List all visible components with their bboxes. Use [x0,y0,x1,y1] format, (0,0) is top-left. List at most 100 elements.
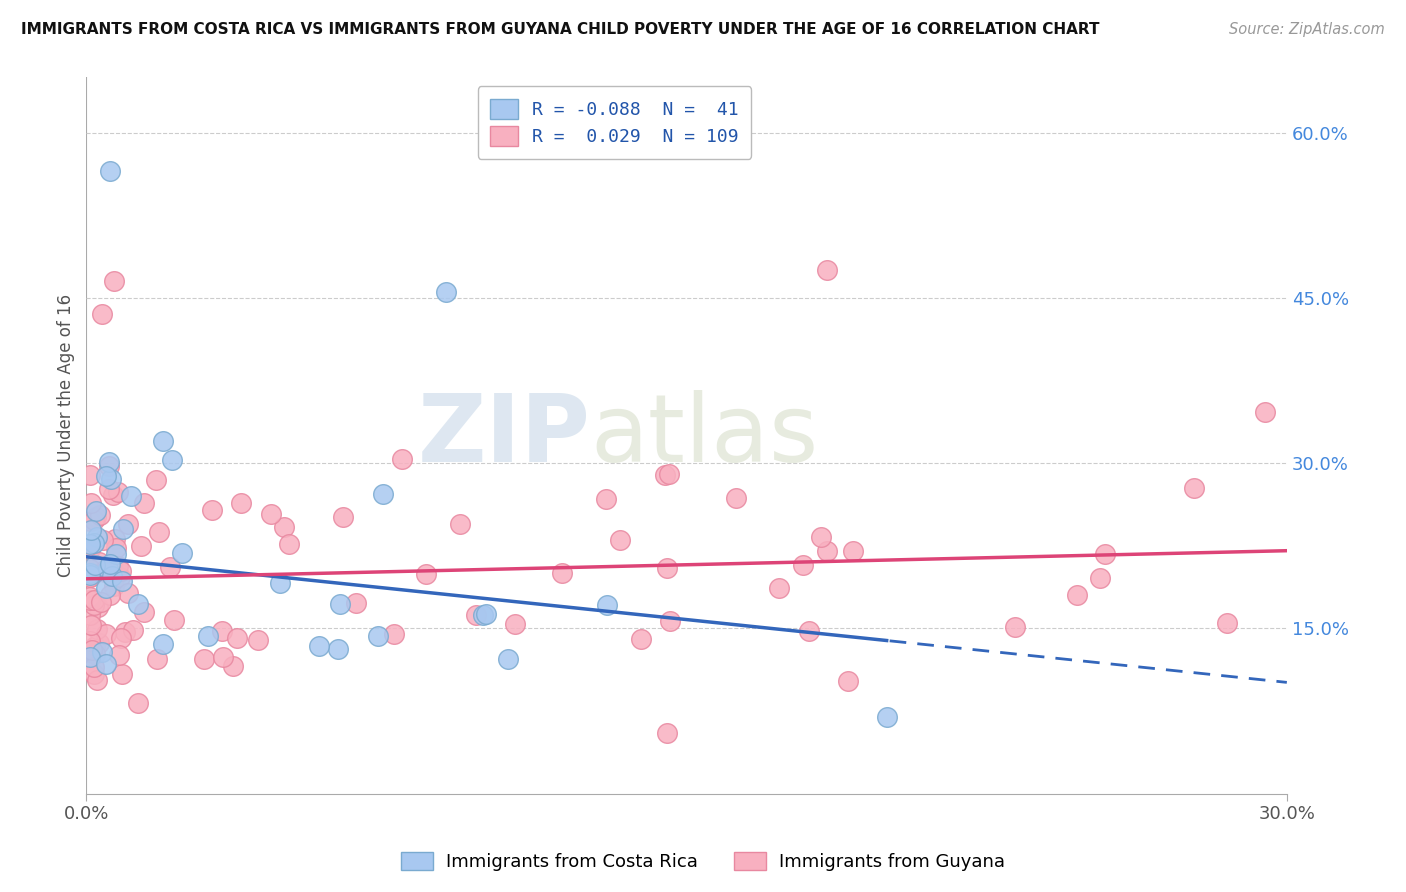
Point [269,575,291,590]
Point [104,547,127,561]
Point [371,487,394,501]
Point [111,667,134,681]
Point [107,485,129,500]
Point [475,607,498,622]
Point [129,540,152,554]
Point [197,629,219,643]
Point [382,626,405,640]
Legend: R = -0.088  N =  41, R =  0.029  N = 109: R = -0.088 N = 41, R = 0.029 N = 109 [478,87,751,159]
Point [1182,482,1205,496]
Point [94,565,117,579]
Point [105,541,128,556]
Legend: Immigrants from Costa Rica, Immigrants from Guyana: Immigrants from Costa Rica, Immigrants f… [394,845,1012,879]
Point [93,533,115,548]
Point [768,581,790,595]
Point [162,613,184,627]
Point [79,562,101,576]
Point [111,522,134,536]
Point [79,515,101,529]
Text: Source: ZipAtlas.com: Source: ZipAtlas.com [1229,22,1385,37]
Point [134,496,156,510]
Point [79,649,101,664]
Point [159,560,181,574]
Point [86,673,108,687]
Point [655,561,678,575]
Point [82,642,104,657]
Point [127,597,149,611]
Point [1253,405,1275,419]
Point [152,637,174,651]
Point [103,579,125,593]
Point [83,513,105,527]
Point [97,562,120,576]
Point [110,564,132,578]
Point [84,509,107,524]
Point [91,307,114,321]
Point [449,516,471,531]
Point [332,510,354,524]
Point [80,523,103,537]
Point [79,537,101,551]
Point [127,697,149,711]
Point [229,496,252,510]
Point [86,622,108,636]
Point [308,639,330,653]
Point [98,164,121,178]
Point [472,607,495,622]
Point [111,574,134,588]
Point [842,544,865,558]
Point [79,618,101,632]
Point [1094,547,1116,561]
Point [211,624,233,639]
Point [815,543,838,558]
Point [496,652,519,666]
Point [595,492,617,507]
Point [87,599,110,614]
Point [551,566,574,580]
Point [1004,620,1026,634]
Point [815,263,838,277]
Point [80,496,103,510]
Point [145,652,167,666]
Point [658,467,681,481]
Point [94,581,117,595]
Point [104,532,127,546]
Point [226,632,249,646]
Point [89,508,111,522]
Point [79,591,101,605]
Point [79,634,101,648]
Point [160,453,183,467]
Point [117,516,139,531]
Point [90,645,112,659]
Point [98,458,121,473]
Point [1216,615,1239,630]
Point [79,645,101,659]
Point [222,658,245,673]
Point [84,648,107,662]
Point [172,546,194,560]
Point [90,595,112,609]
Point [79,592,101,607]
Point [107,648,129,662]
Point [103,274,125,288]
Point [79,570,101,584]
Point [87,636,110,650]
Point [110,631,132,645]
Point [134,605,156,619]
Point [724,491,747,506]
Point [630,632,652,647]
Point [391,451,413,466]
Point [344,596,367,610]
Point [436,285,458,300]
Point [83,599,105,613]
Point [96,469,118,483]
Point [367,629,389,643]
Point [145,473,167,487]
Point [212,649,235,664]
Point [120,489,142,503]
Point [101,558,124,573]
Point [117,586,139,600]
Point [86,530,108,544]
Point [1088,571,1111,585]
Point [84,504,107,518]
